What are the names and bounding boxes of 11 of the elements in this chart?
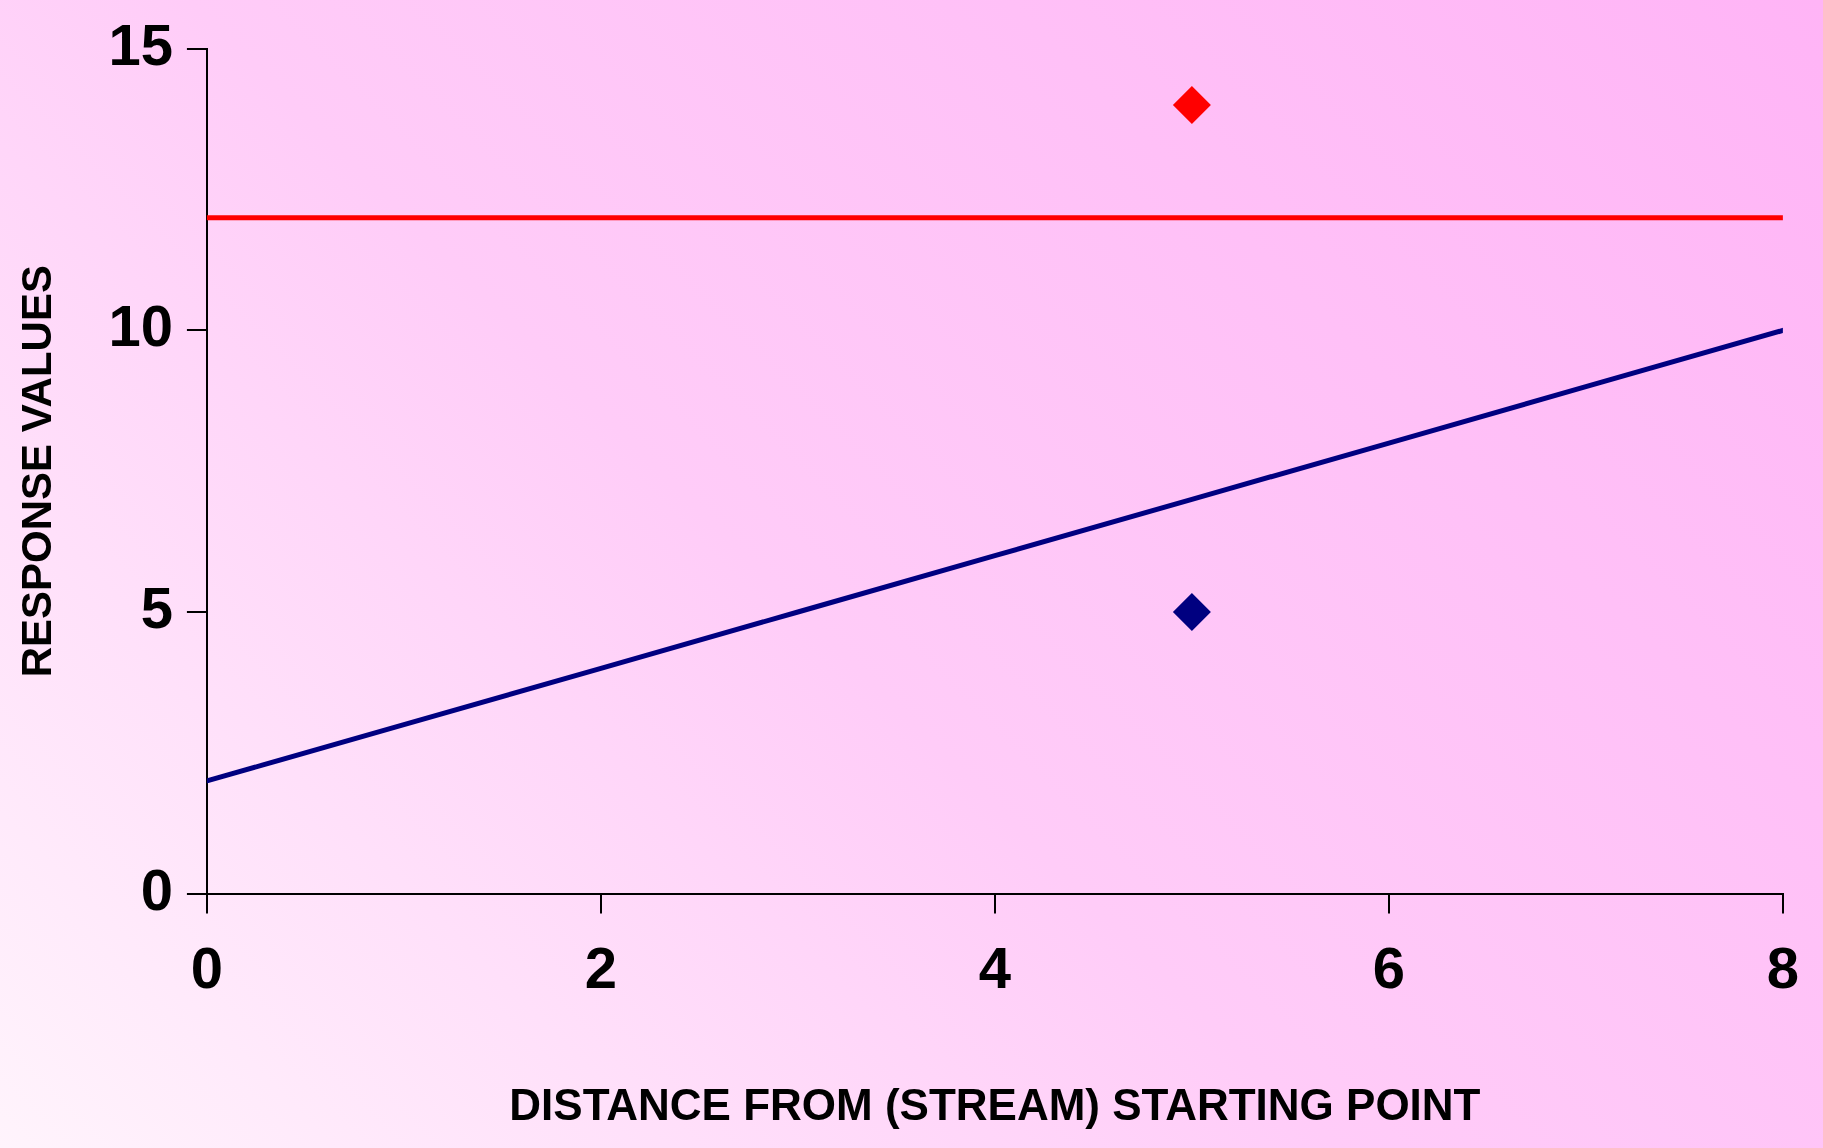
x-tick-label: 6: [1372, 935, 1406, 1001]
x-tick-label: 0: [190, 935, 224, 1001]
y-tick-label: 0: [140, 856, 173, 922]
y-axis-title: RESPONSE VALUES: [12, 265, 60, 678]
y-tick-label: 10: [108, 293, 173, 359]
x-tick-label: 8: [1766, 935, 1799, 1001]
y-tick-label: 15: [108, 11, 173, 77]
x-axis-title: DISTANCE FROM (STREAM) STARTING POINT: [509, 1079, 1481, 1129]
x-tick-label: 4: [978, 935, 1012, 1001]
x-tick-label: 2: [584, 935, 618, 1001]
y-tick-label: 5: [140, 575, 173, 640]
